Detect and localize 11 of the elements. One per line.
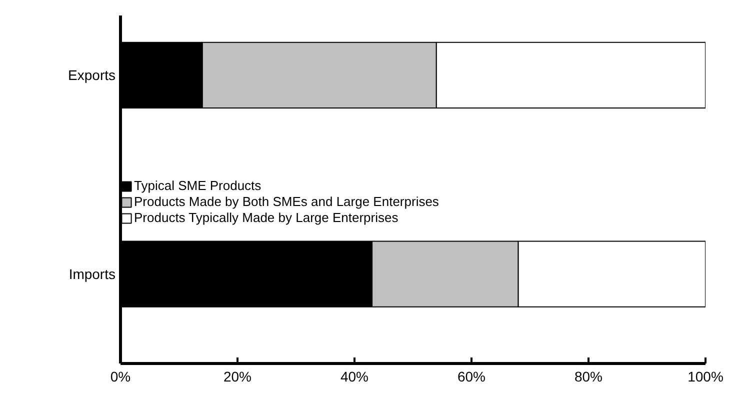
x-tick-label: 40% xyxy=(340,368,369,384)
x-tick-label: 0% xyxy=(110,368,131,384)
legend-label: Typical SME Products xyxy=(134,178,262,193)
x-tick-label: 60% xyxy=(457,368,486,384)
legend-label: Products Typically Made by Large Enterprises xyxy=(134,210,398,225)
y-tick-label: Imports xyxy=(68,266,116,282)
x-tick-label: 80% xyxy=(574,368,603,384)
x-tick-label: 20% xyxy=(223,368,252,384)
legend-label: Products Made by Both SMEs and Large Enterprises xyxy=(134,194,439,209)
y-tick-label: Exports xyxy=(68,67,116,84)
x-tick-label: 100% xyxy=(688,368,724,384)
